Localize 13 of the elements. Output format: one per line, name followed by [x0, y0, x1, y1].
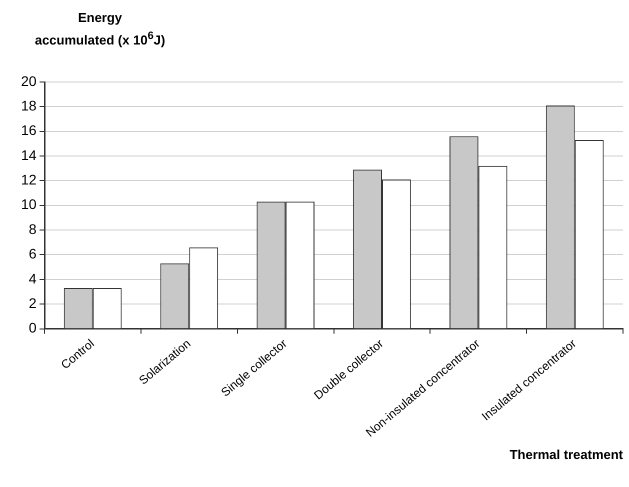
- y-tick-label: 2: [28, 294, 37, 311]
- y-tick-label: 10: [20, 196, 37, 212]
- y-axis-title: Energy accumulated (x 10$^{6}$J): [34, 9, 166, 50]
- y-tick-label: 12: [20, 172, 37, 188]
- y-tick-label: 18: [20, 98, 37, 114]
- y-tick-label: 16: [20, 122, 37, 138]
- y-tick-label: 8: [28, 220, 37, 237]
- y-tick-label: 0: [28, 320, 37, 336]
- y-tick-label: 20: [20, 72, 37, 89]
- y-tick-label: 14: [20, 146, 37, 163]
- y-tick-label: 4: [28, 270, 37, 286]
- y-tick-label: 6: [28, 246, 37, 262]
- x-axis-title: Thermal treatment: [510, 446, 624, 462]
